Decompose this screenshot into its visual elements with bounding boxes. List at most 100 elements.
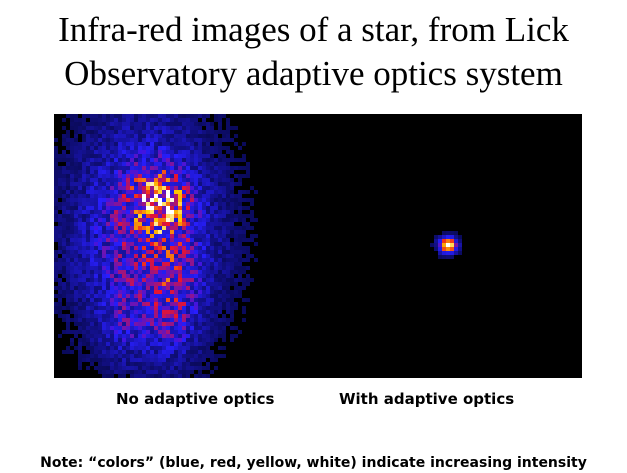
pixel — [126, 342, 130, 346]
pixel — [178, 294, 182, 298]
pixel — [222, 246, 226, 250]
pixel — [62, 314, 66, 318]
pixel — [206, 322, 210, 326]
pixel — [194, 358, 198, 362]
pixel — [106, 234, 110, 238]
pixel — [126, 318, 130, 322]
pixel — [162, 250, 166, 254]
pixel — [198, 174, 202, 178]
pixel — [194, 306, 198, 310]
pixel — [154, 182, 158, 186]
pixel — [174, 118, 178, 122]
pixel — [82, 158, 86, 162]
pixel — [198, 358, 202, 362]
pixel — [66, 154, 70, 158]
pixel — [202, 358, 206, 362]
pixel — [94, 190, 98, 194]
pixel — [194, 210, 198, 214]
pixel — [170, 330, 174, 334]
pixel — [230, 186, 234, 190]
pixel — [174, 142, 178, 146]
pixel — [66, 322, 70, 326]
pixel — [70, 234, 74, 238]
pixel — [178, 118, 182, 122]
pixel — [174, 186, 178, 190]
pixel — [162, 370, 166, 374]
pixel — [174, 322, 178, 326]
pixel — [86, 318, 90, 322]
pixel — [70, 206, 74, 210]
pixel — [250, 186, 254, 190]
pixel — [126, 298, 130, 302]
pixel — [78, 298, 82, 302]
pixel — [82, 338, 86, 342]
pixel — [158, 114, 162, 118]
pixel — [194, 302, 198, 306]
pixel — [86, 258, 90, 262]
pixel — [166, 162, 170, 166]
pixel — [94, 278, 98, 282]
pixel — [54, 262, 58, 266]
pixel — [226, 254, 230, 258]
pixel — [170, 318, 174, 322]
pixel — [138, 318, 142, 322]
pixel — [74, 242, 78, 246]
pixel — [98, 198, 102, 202]
pixel — [214, 322, 218, 326]
pixel — [162, 190, 166, 194]
pixel — [454, 247, 458, 251]
pixel — [126, 210, 130, 214]
pixel — [106, 118, 110, 122]
pixel — [190, 166, 194, 170]
pixel — [82, 254, 86, 258]
pixel — [90, 186, 94, 190]
pixel — [238, 178, 242, 182]
pixel — [126, 178, 130, 182]
pixel — [198, 178, 202, 182]
pixel — [82, 330, 86, 334]
pixel — [202, 146, 206, 150]
pixel — [134, 154, 138, 158]
pixel — [186, 298, 190, 302]
pixel — [186, 130, 190, 134]
pixel — [438, 251, 442, 255]
pixel — [198, 246, 202, 250]
pixel — [54, 218, 58, 222]
pixel — [62, 150, 66, 154]
pixel — [182, 374, 186, 378]
pixel — [98, 318, 102, 322]
pixel — [202, 318, 206, 322]
pixel — [122, 154, 126, 158]
pixel — [78, 282, 82, 286]
pixel — [154, 222, 158, 226]
pixel — [146, 358, 150, 362]
pixel — [130, 162, 134, 166]
pixel — [70, 338, 74, 342]
pixel — [186, 202, 190, 206]
pixel — [182, 238, 186, 242]
pixel — [90, 126, 94, 130]
pixel — [114, 314, 118, 318]
pixel — [74, 258, 78, 262]
pixel — [158, 346, 162, 350]
pixel — [166, 174, 170, 178]
pixel — [146, 214, 150, 218]
pixel — [134, 290, 138, 294]
pixel — [158, 166, 162, 170]
pixel — [98, 114, 102, 118]
pixel — [234, 202, 238, 206]
pixel — [66, 318, 70, 322]
pixel — [134, 366, 138, 370]
pixel — [218, 290, 222, 294]
pixel — [142, 366, 146, 370]
pixel — [158, 146, 162, 150]
pixel — [130, 258, 134, 262]
pixel — [126, 266, 130, 270]
pixel — [170, 362, 174, 366]
pixel — [442, 231, 446, 235]
pixel — [102, 362, 106, 366]
pixel — [78, 130, 82, 134]
pixel — [194, 150, 198, 154]
pixel — [54, 198, 58, 202]
pixel — [214, 298, 218, 302]
